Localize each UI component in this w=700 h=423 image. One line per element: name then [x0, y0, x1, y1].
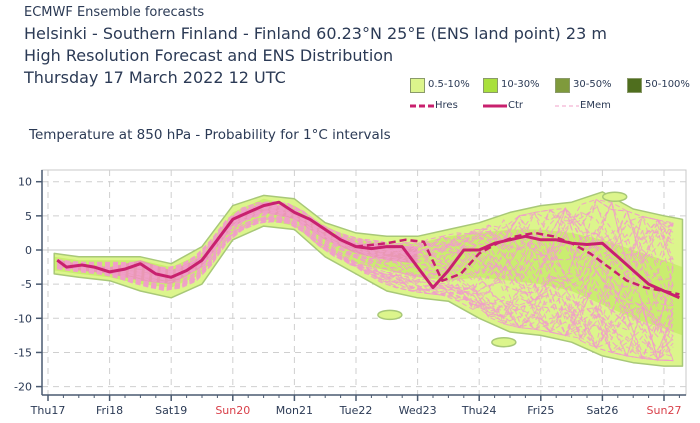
x-tick-label: Sun20: [215, 404, 250, 417]
ensemble-member-line: [57, 219, 674, 362]
forecast-description: High Resolution Forecast and ENS Distrib…: [24, 46, 394, 65]
ensemble-member-line: [57, 201, 674, 270]
ensemble-member-line: [57, 200, 674, 276]
ensemble-members: [57, 198, 674, 362]
ensemble-member-line: [57, 201, 674, 269]
band-core: [60, 202, 418, 285]
chart-title: Temperature at 850 hPa - Probability for…: [29, 127, 391, 143]
y-tick-label: 0: [25, 244, 32, 257]
legend-swatch-30-50: [555, 78, 570, 93]
ensemble-member-line: [57, 212, 674, 333]
legend-label-0-5-10: 0.5-10%: [428, 79, 470, 90]
x-tick-label: Sat19: [155, 404, 187, 417]
band-isolated-blob: [377, 309, 403, 321]
x-tick-label: Wed23: [399, 404, 437, 417]
legend-hres-icon: [410, 104, 434, 108]
legend-label-10-30: 10-30%: [501, 79, 540, 90]
axes: 10 5 0 -5 -10 -15 -20 Thu17 Fri18 Sat19 Sun20 Mon21…: [14, 170, 686, 417]
ensemble-member-line: [57, 214, 674, 337]
legend-label-50-100: 50-100%: [645, 79, 690, 90]
legend-label-emem: EMem: [580, 100, 611, 111]
ensemble-member-line: [57, 212, 674, 315]
y-tick-label: -15: [14, 346, 32, 359]
legend-label-ctr: Ctr: [508, 100, 524, 111]
location-title: Helsinki - Southern Finland - Finland 60…: [24, 24, 607, 43]
x-tick-label: Mon21: [276, 404, 313, 417]
y-tick-label: -5: [21, 278, 32, 291]
legend: 0.5-10% 10-30% 30-50% 50-100% Hres Ctr E…: [410, 78, 700, 118]
x-tick-label: Fri25: [527, 404, 554, 417]
band-isolated-blob: [491, 336, 517, 348]
legend-label-hres: Hres: [435, 100, 458, 111]
ensemble-member-line: [57, 201, 674, 270]
legend-emem-icon: [555, 105, 579, 107]
ensemble-member-line: [57, 201, 674, 271]
legend-label-30-50: 30-50%: [573, 79, 612, 90]
ensemble-member-line: [57, 198, 674, 271]
product-title: ECMWF Ensemble forecasts: [24, 5, 205, 20]
x-tick-label: Sat26: [586, 404, 618, 417]
ensemble-member-line: [57, 210, 674, 331]
x-tick-label: Fri18: [96, 404, 123, 417]
ensemble-member-line: [57, 203, 674, 274]
legend-swatch-10-30: [483, 78, 498, 93]
ensemble-member-line: [57, 215, 674, 338]
y-tick-label: 10: [18, 176, 32, 189]
ensemble-member-line: [57, 213, 674, 321]
ensemble-member-line: [57, 204, 674, 274]
ensemble-member-line: [57, 209, 674, 332]
ensemble-member-line: [57, 208, 674, 306]
band-isolated-blob: [601, 191, 628, 202]
forecast-lines: [56, 200, 681, 300]
x-tick-label: Tue22: [339, 404, 373, 417]
ensemble-member-line: [57, 217, 674, 362]
legend-ctr-icon: [483, 104, 507, 108]
ensemble-member-line: [57, 201, 674, 269]
y-tick-label: -10: [14, 312, 32, 325]
legend-swatch-0-5-10: [410, 78, 425, 93]
forecast-date: Thursday 17 March 2022 12 UTC: [24, 68, 286, 87]
ensemble-member-line: [57, 221, 674, 361]
x-tick-label: Thu17: [30, 404, 66, 417]
ensemble-member-line: [57, 216, 674, 358]
x-tick-label: Sun27: [647, 404, 682, 417]
ensemble-member-line: [57, 208, 674, 300]
ensemble-member-line: [57, 219, 674, 362]
y-tick-label: -20: [14, 381, 32, 394]
ensemble-member-line: [57, 211, 674, 333]
x-tick-label: Thu24: [461, 404, 497, 417]
legend-swatch-50-100: [627, 78, 642, 93]
y-tick-label: 5: [25, 210, 32, 223]
